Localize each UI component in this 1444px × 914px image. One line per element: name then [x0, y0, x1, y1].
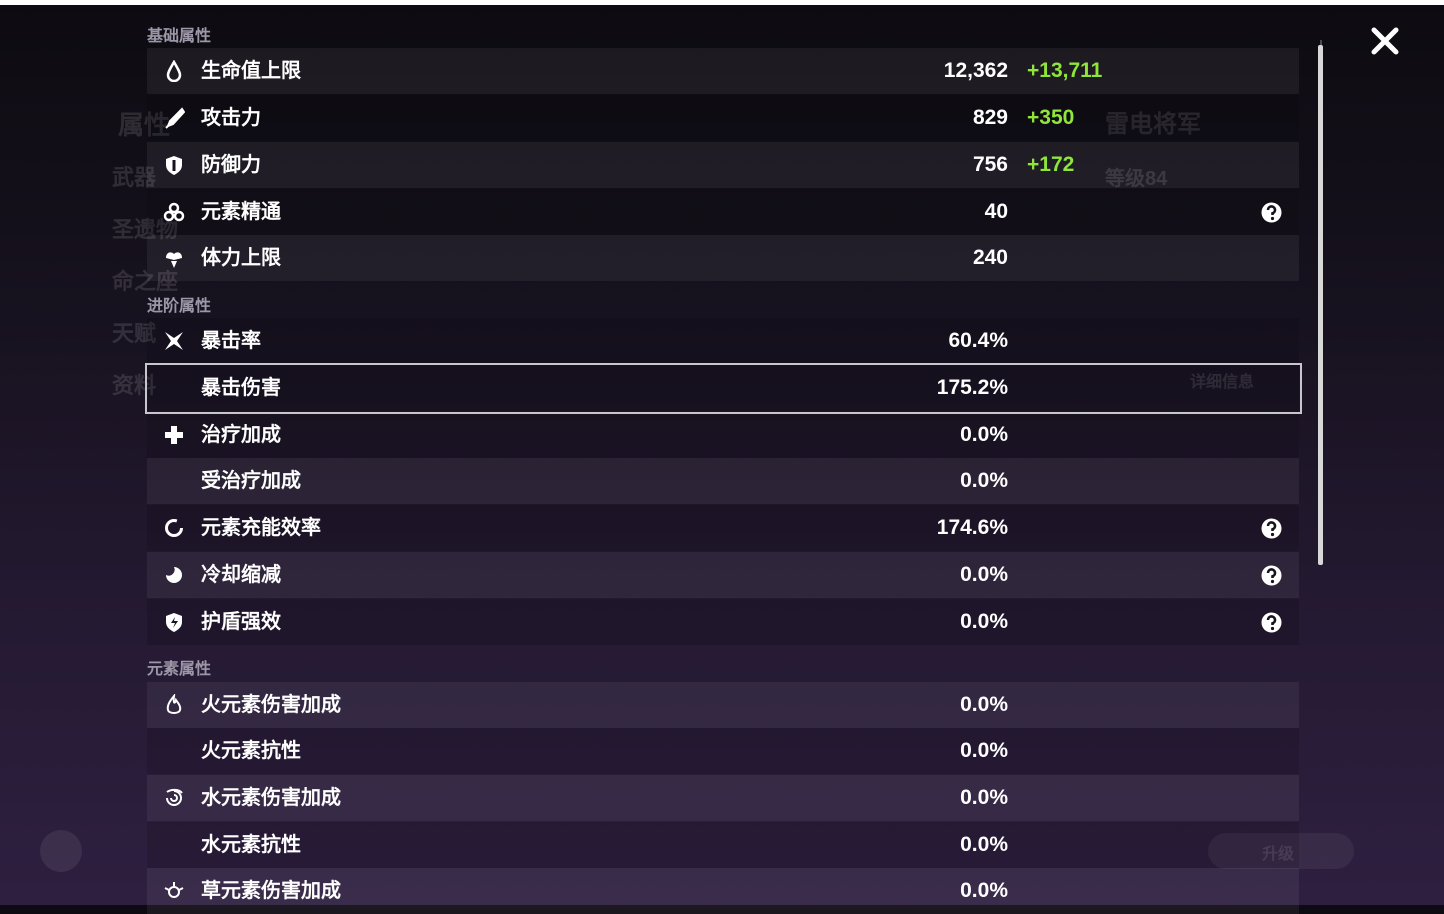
help-icon[interactable]: [1261, 518, 1282, 539]
stat-value: 0.0%: [960, 786, 1008, 809]
stat-value: 60.4%: [948, 329, 1008, 352]
stat-icon: [166, 60, 182, 82]
stat-value: 0.0%: [960, 833, 1008, 856]
stat-name: 治疗加成: [201, 424, 281, 446]
detail-button[interactable]: 详细信息: [1190, 374, 1255, 391]
stat-row[interactable]: 体力上限 240: [147, 235, 1299, 281]
stat-icon: [165, 426, 183, 444]
stat-bonus: +350: [1027, 106, 1075, 129]
window-edge: [0, 0, 1444, 5]
menu-item[interactable]: 圣遗物: [112, 217, 179, 242]
stat-name: 防御力: [201, 154, 261, 176]
upgrade-bg: [1208, 833, 1354, 869]
stat-value: 0.0%: [960, 610, 1008, 633]
stat-row[interactable]: 冷却缩减 0.0%: [147, 552, 1299, 598]
stat-icon: [166, 788, 183, 806]
scrollbar[interactable]: [1316, 40, 1326, 570]
stat-row[interactable]: 火元素伤害加成 0.0%: [147, 682, 1299, 728]
stat-value: 0.0%: [960, 423, 1008, 446]
stat-icon: [165, 332, 183, 350]
stat-row[interactable]: 暴击率 60.4%: [147, 318, 1299, 364]
stat-value: 0.0%: [960, 739, 1008, 762]
stat-name: 草元素伤害加成: [201, 880, 341, 902]
stat-name: 冷却缩减: [201, 564, 281, 586]
stat-name: 攻击力: [201, 107, 261, 129]
upgrade-button[interactable]: 升级: [1262, 846, 1295, 863]
stat-value: 0.0%: [960, 563, 1008, 586]
stat-row[interactable]: 暴击伤害 175.2%: [147, 365, 1299, 411]
stat-value: 0.0%: [960, 469, 1008, 492]
stat-row[interactable]: 护盾强效 0.0%: [147, 599, 1299, 645]
stat-name: 元素充能效率: [201, 517, 321, 539]
stat-row[interactable]: 水元素伤害加成 0.0%: [147, 775, 1299, 821]
character-name: 雷电将军: [1105, 111, 1201, 138]
stat-row[interactable]: 元素精通 40: [147, 189, 1299, 235]
section-title: 元素属性: [147, 661, 212, 678]
stat-icon: [164, 882, 184, 898]
stat-name: 护盾强效: [201, 611, 281, 633]
stat-icon: [166, 567, 182, 583]
stat-icon: [166, 694, 182, 714]
stat-value: 0.0%: [960, 879, 1008, 902]
stat-name: 暴击率: [201, 330, 261, 352]
menu-item[interactable]: 天赋: [112, 321, 157, 346]
section-title: 基础属性: [147, 28, 212, 45]
stat-bonus: +13,711: [1027, 59, 1103, 82]
stat-row[interactable]: 水元素抗性 0.0%: [147, 822, 1299, 868]
character-level: 等级84: [1105, 168, 1168, 190]
stat-icon: [165, 107, 185, 129]
stat-name: 暴击伤害: [201, 377, 281, 399]
stat-row[interactable]: 元素充能效率 174.6%: [147, 505, 1299, 551]
stat-row[interactable]: 生命值上限 12,362 +13,711: [147, 48, 1299, 94]
stat-value: 174.6%: [936, 516, 1008, 539]
stat-icon: [165, 519, 183, 537]
stat-name: 火元素抗性: [201, 740, 301, 762]
menu-item[interactable]: 属性: [118, 110, 171, 140]
stat-row[interactable]: 火元素抗性 0.0%: [147, 728, 1299, 774]
stat-icon: [163, 202, 185, 222]
stat-row[interactable]: 草元素伤害加成 0.0%: [147, 868, 1299, 914]
stat-name: 体力上限: [201, 247, 281, 269]
stat-value: 240: [972, 246, 1008, 269]
stat-row[interactable]: 攻击力 829 +350: [147, 95, 1299, 141]
stat-icon: [166, 156, 182, 175]
stat-row[interactable]: 防御力 756 +172: [147, 142, 1299, 188]
stat-icon: [166, 613, 182, 632]
close-button[interactable]: [1370, 26, 1400, 56]
stat-value: 756: [972, 153, 1008, 176]
help-icon[interactable]: [1261, 565, 1282, 586]
menu-item[interactable]: 资料: [112, 373, 157, 398]
stat-icon: [166, 252, 182, 268]
stat-name: 受治疗加成: [201, 470, 301, 492]
stat-value: 0.0%: [960, 693, 1008, 716]
help-icon[interactable]: [1261, 202, 1282, 223]
stat-value: 829: [972, 106, 1008, 129]
help-icon[interactable]: [1261, 612, 1282, 633]
stat-name: 生命值上限: [201, 60, 301, 82]
stat-row[interactable]: 治疗加成 0.0%: [147, 412, 1299, 458]
stat-name: 水元素抗性: [201, 834, 301, 856]
stat-name: 火元素伤害加成: [201, 694, 341, 716]
menu-item[interactable]: 武器: [112, 165, 157, 190]
selection-frame: [145, 363, 1302, 414]
menu-button[interactable]: [40, 830, 82, 872]
menu-item[interactable]: 命之座: [112, 269, 179, 294]
stat-value: 12,362: [943, 59, 1008, 82]
stat-bonus: +172: [1027, 153, 1075, 176]
stat-value: 175.2%: [936, 376, 1008, 399]
section-title: 进阶属性: [147, 298, 212, 315]
stat-row[interactable]: 受治疗加成 0.0%: [147, 458, 1299, 504]
stat-name: 元素精通: [201, 201, 281, 223]
stat-value: 40: [984, 200, 1008, 223]
stat-name: 水元素伤害加成: [201, 787, 341, 809]
